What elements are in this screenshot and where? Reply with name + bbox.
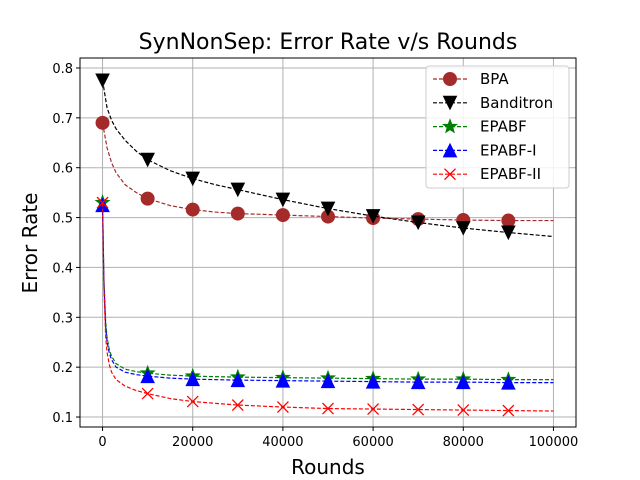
data-point-epabf-i	[455, 374, 471, 390]
ticks: 0 20000 40000 60000 80000 100000 0.1 0.2 0.3 0.4 0…	[52, 62, 578, 450]
data-point-epabf-ii	[322, 402, 334, 415]
legend-marker-epabf-i	[442, 142, 458, 158]
data-point-epabf-ii	[276, 401, 289, 414]
data-point-bpa	[501, 213, 516, 228]
data-point-epabf-i	[365, 374, 381, 389]
series-bpa	[95, 115, 554, 228]
data-point-epabf-ii	[231, 399, 244, 412]
data-point-bpa	[95, 115, 110, 130]
y-axis-title: Error Rate	[18, 193, 42, 294]
y-tick-label: 0.4	[52, 261, 73, 276]
legend-label-epabf-ii: EPABF-II	[480, 165, 541, 183]
legend-marker-banditron	[442, 95, 458, 111]
x-tick-label: 80000	[443, 435, 484, 450]
data-point-epabf-i	[410, 374, 426, 390]
y-tick-label: 0.1	[52, 411, 73, 426]
data-point-epabf-i	[275, 373, 291, 388]
x-tick-label: 60000	[352, 435, 393, 450]
data-point-epabf-i	[230, 372, 246, 388]
plot-frame	[79, 57, 577, 428]
data-point-banditron	[320, 201, 336, 217]
series-epabf-ii	[96, 196, 554, 417]
chart-title: SynNonSep: Error Rate v/s Rounds	[139, 30, 518, 55]
x-tick-label: 20000	[172, 435, 213, 450]
data-point-banditron	[140, 152, 155, 168]
series-banditron	[95, 73, 554, 241]
data-point-banditron	[230, 182, 246, 198]
data-point-epabf-ii	[502, 404, 515, 417]
data-point-banditron	[185, 171, 201, 187]
data-point-bpa	[140, 191, 155, 206]
series-line-epabf	[101, 202, 554, 381]
data-point-epabf-i	[320, 373, 336, 389]
data-point-epabf-ii	[457, 404, 470, 417]
legend-label-banditron: Banditron	[480, 94, 553, 112]
data-point-banditron	[275, 192, 291, 208]
y-tick-label: 0.2	[52, 361, 73, 376]
data-point-epabf-i	[501, 375, 516, 390]
y-tick-label: 0.6	[52, 162, 73, 177]
series-line-epabf-ii	[101, 202, 554, 412]
data-point-bpa	[185, 202, 200, 217]
data-point-epabf-i	[185, 371, 201, 387]
x-axis-title: Rounds	[291, 455, 365, 479]
data-point-bpa	[275, 208, 290, 223]
legend-label-bpa: BPA	[480, 70, 509, 88]
data-point-epabf-ii	[141, 387, 154, 400]
data-point-epabf-ii	[367, 403, 380, 416]
x-tick-label: 100000	[529, 435, 579, 450]
y-tick-label: 0.7	[52, 112, 73, 127]
legend: BPA Banditron EPABF EPABF-I EPABF-II	[425, 65, 570, 189]
legend-label-epabf-i: EPABF-I	[480, 141, 537, 159]
legend-box	[425, 65, 570, 189]
x-tick-label: 40000	[262, 435, 303, 450]
legend-marker-epabf	[441, 118, 459, 134]
data-point-epabf-ii	[96, 196, 109, 209]
series-line-banditron	[101, 80, 554, 238]
data-point-epabf-i	[140, 368, 155, 384]
series-layer	[94, 73, 554, 417]
data-point-banditron	[95, 73, 110, 89]
data-point-bpa	[230, 206, 245, 221]
data-point-epabf-ii	[186, 395, 199, 408]
data-point-banditron	[455, 221, 471, 236]
legend-label-epabf: EPABF	[480, 118, 527, 136]
y-tick-label: 0.3	[52, 311, 73, 326]
data-point-banditron	[410, 215, 426, 231]
data-point-epabf-ii	[412, 403, 425, 416]
x-tick-label: 0	[98, 435, 106, 450]
y-tick-label: 0.8	[52, 62, 73, 77]
series-line-bpa	[101, 122, 554, 222]
series-line-epabf-i	[101, 205, 554, 384]
data-point-banditron	[501, 225, 516, 241]
legend-marker-bpa	[443, 72, 457, 86]
data-point-banditron	[365, 209, 381, 224]
legend-marker-epabf-ii	[444, 168, 456, 181]
y-tick-label: 0.5	[52, 212, 73, 227]
